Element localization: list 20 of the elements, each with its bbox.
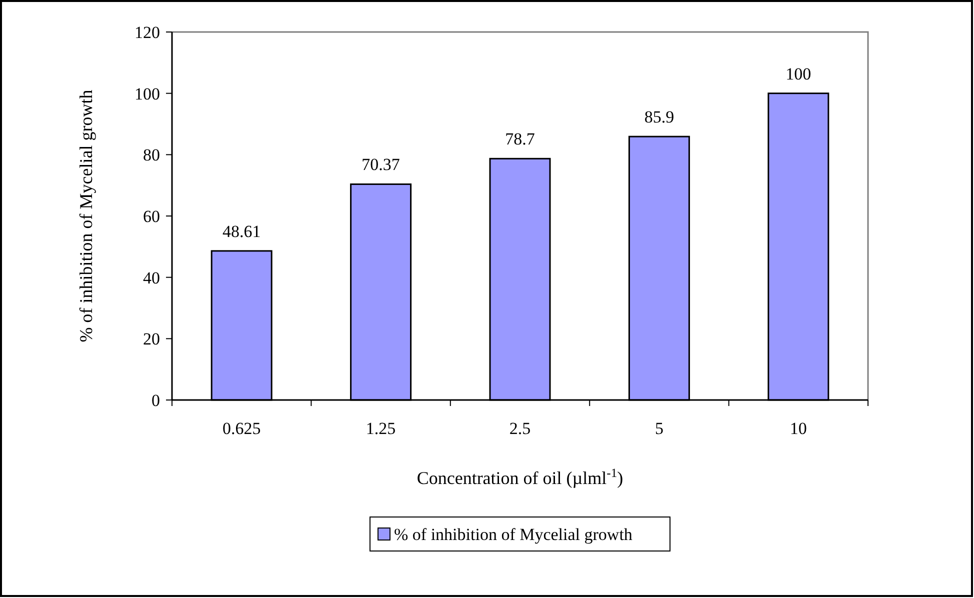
legend-label: % of inhibition of Mycelial growth	[394, 524, 633, 544]
y-tick-label: 120	[134, 22, 160, 42]
y-tick-label: 0	[152, 390, 160, 410]
x-tick-label: 2.5	[509, 419, 531, 438]
x-tick-label: 1.25	[366, 419, 396, 438]
y-tick-label: 60	[143, 206, 160, 226]
data-label: 48.61	[222, 222, 261, 241]
y-tick-label: 100	[134, 84, 160, 104]
data-label: 70.37	[362, 155, 400, 174]
y-tick-label: 20	[143, 330, 160, 349]
y-axis-title: % of inhibition of Mycelial growth	[76, 90, 96, 342]
data-label: 85.9	[644, 108, 674, 127]
y-tick-label: 40	[143, 268, 160, 288]
y-tick-label: 80	[143, 146, 160, 165]
x-tick-label: 5	[654, 419, 664, 438]
x-tick-label: 0.625	[222, 419, 261, 438]
x-tick-label: 10	[790, 419, 807, 438]
data-label: 100	[786, 64, 812, 84]
x-axis-title: Concentration of oil (µlml$^{-1}$)	[416, 466, 624, 488]
data-label: 78.7	[505, 130, 536, 149]
